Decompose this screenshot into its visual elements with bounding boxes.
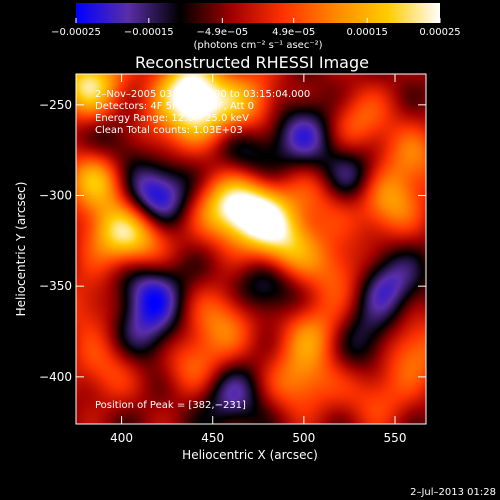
plot-frame [75, 73, 427, 425]
colorbar-units-label: (photons cm⁻² s⁻¹ asec⁻²) [193, 40, 322, 51]
colorbar-tick-label: −4.9e−05 [197, 27, 249, 38]
y-axis-ticks: −250 −300 −350 −400 [39, 98, 426, 384]
x-tick-label: 450 [201, 431, 224, 445]
plot-area [76, 74, 426, 424]
colorbar-tick-label: 0.00015 [347, 27, 388, 38]
y-tick-label: −350 [39, 279, 72, 293]
x-tick-label: 400 [110, 431, 133, 445]
colorbar-tick-label: 0.00025 [419, 27, 460, 38]
annotation-clean-counts: Clean Total counts: 1.03E+03 [95, 125, 243, 136]
chart-title: Reconstructed RHESSI Image [135, 53, 369, 72]
colorbar [76, 3, 440, 23]
x-axis-ticks: 400 450 500 550 [110, 74, 406, 445]
x-axis-label: Heliocentric X (arcsec) [182, 448, 318, 462]
y-tick-label: −250 [39, 98, 72, 112]
colorbar-tick-label: −0.00015 [124, 27, 174, 38]
y-tick-label: −400 [39, 370, 72, 384]
annotation-time-range: 2–Nov–2005 03:13:52.000 to 03:15:04.000 [95, 89, 310, 100]
x-tick-label: 550 [384, 431, 407, 445]
colorbar-tick-label: 4.9e−05 [272, 27, 315, 38]
y-axis-label: Heliocentric Y (arcsec) [14, 182, 28, 317]
y-tick-label: −300 [39, 189, 72, 203]
colorbar-ticks: −0.00025 −0.00015 −4.9e−05 4.9e−05 0.00015 0.… [51, 18, 461, 38]
peak-position-label: Position of Peak = [382,−231] [95, 400, 246, 411]
x-tick-label: 500 [292, 431, 315, 445]
heatmap-image [76, 74, 426, 424]
colorbar-tick-label: −0.00025 [51, 27, 101, 38]
footer-timestamp: 2–Jul–2013 01:28 [410, 487, 496, 498]
annotation-detectors: Detectors: 4F 5F 6F 7F 8F, Att 0 [95, 101, 254, 112]
annotation-energy-range: Energy Range: 12.0 – 25.0 keV [95, 113, 249, 124]
